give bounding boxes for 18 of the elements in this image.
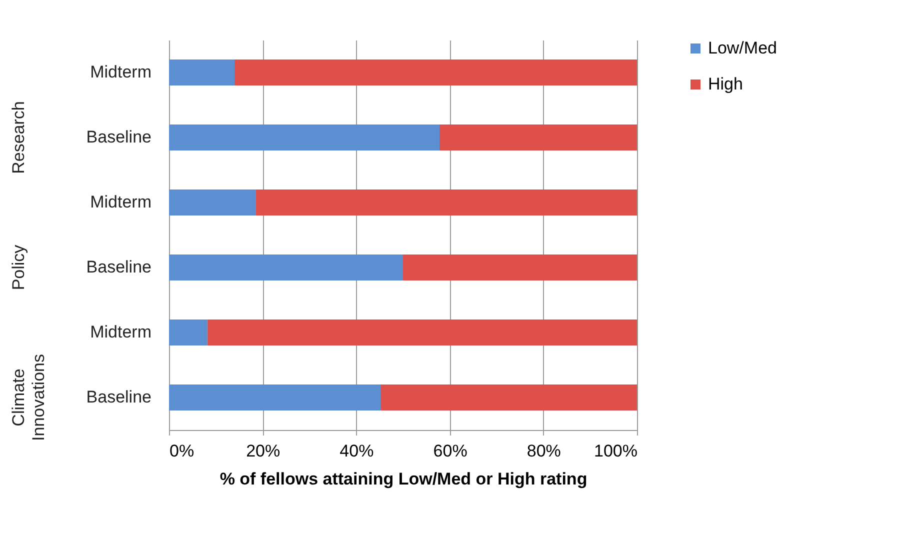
x-axis-title: % of fellows attaining Low/Med or High rating <box>220 470 588 488</box>
legend-label: High <box>708 74 743 94</box>
x-tick-label: 20% <box>246 442 280 460</box>
text: Climate Innovations <box>9 354 48 441</box>
x-tick-label: 40% <box>340 442 374 460</box>
y-tick-label: Midterm <box>90 192 152 212</box>
text: Research <box>9 101 28 174</box>
y-tick-label: Midterm <box>90 62 152 82</box>
y-tick-label: Baseline <box>86 128 152 146</box>
text: Policy <box>9 244 28 290</box>
x-tick-label: 60% <box>433 442 468 460</box>
x-tick-label: 80% <box>526 442 561 460</box>
legend-label: Low/Med <box>708 38 777 58</box>
x-tick-label: 0% <box>170 442 194 460</box>
y-tick-label: Baseline <box>86 258 152 276</box>
y-tick-label: Midterm <box>90 322 152 342</box>
y-tick-label: Baseline <box>86 388 152 406</box>
x-tick-label: 100% <box>594 442 638 460</box>
